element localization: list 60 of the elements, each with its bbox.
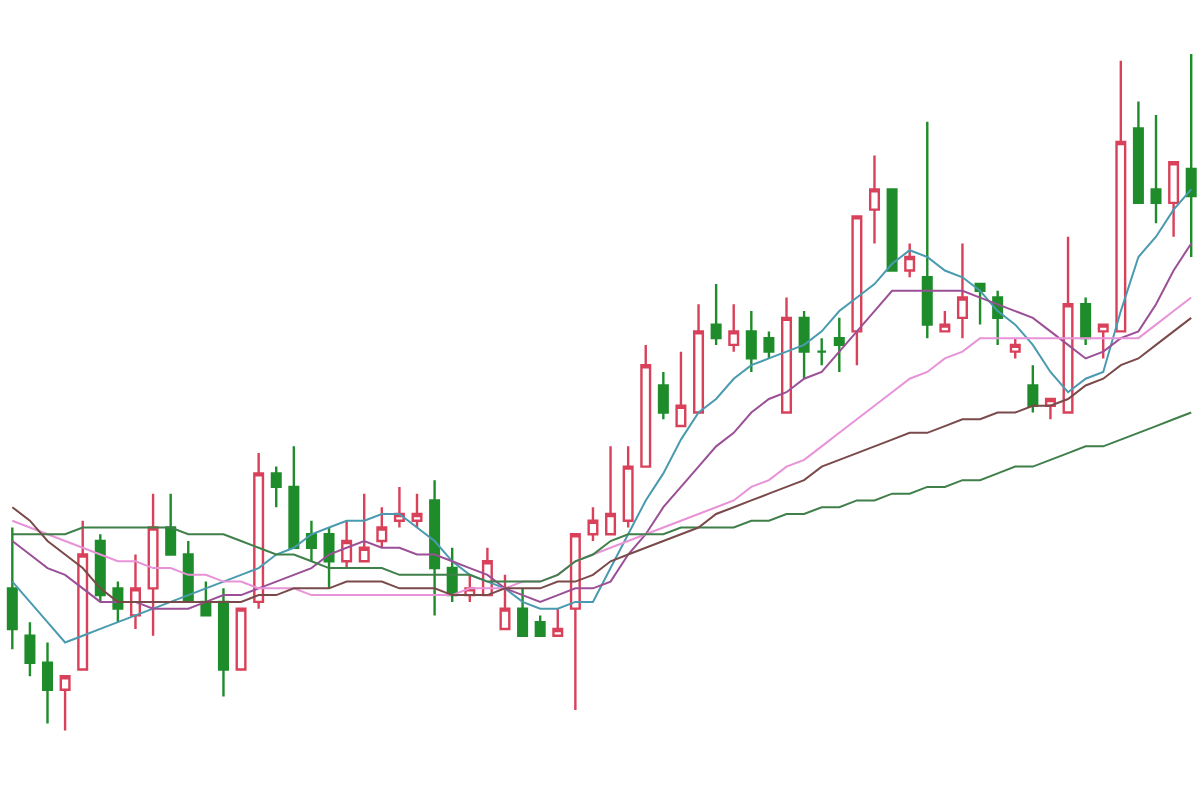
candlestick [534,614,546,637]
candlestick [59,675,71,732]
candlestick [1185,52,1197,259]
candlestick [235,607,247,671]
candlestick [288,445,300,549]
candlestick [411,492,423,529]
candlestick [517,587,529,637]
candlestick [974,282,986,326]
candlestick [1132,100,1144,205]
candlestick [763,330,775,360]
candlestick [147,492,159,637]
candlestick [165,492,177,556]
candlestick [129,553,141,631]
candlestick [956,242,968,340]
candlestick [1080,296,1092,347]
candlestick [675,350,687,428]
candlestick [710,282,722,347]
candlestick [552,607,564,637]
candlestick [1097,323,1109,360]
candlestick [1115,59,1127,333]
candlestick [341,519,353,570]
candlestick [569,533,581,712]
candlestick [605,445,617,536]
candlestick [622,445,634,529]
candlestick [1150,113,1162,225]
candlestick [904,242,916,279]
candlestick [693,303,705,414]
candlestick [728,303,740,353]
candlestick [323,526,335,590]
candlestick [851,215,863,367]
candlestick [816,336,828,367]
candlestick [305,519,317,563]
candlestick [376,506,388,549]
candlestick [833,316,845,374]
candlestick [587,506,599,543]
candlestick [1009,336,1021,360]
candlestick [1027,363,1039,414]
candlestick [6,526,18,651]
candlestick [640,343,652,468]
candlestick [921,120,933,340]
candlestick [745,309,757,374]
candlestick [868,154,880,245]
candlestick [77,519,89,671]
candlestick [657,370,669,421]
candlestick [94,533,106,604]
candlestick [393,485,405,529]
candlestick [939,309,951,333]
candlestick [499,573,511,631]
candlestick [1062,235,1074,414]
candlestick [358,492,370,563]
candlestick [270,465,282,509]
candlestick [217,587,229,698]
candlestick [429,478,441,617]
candlestick [781,296,793,414]
candlestick [1168,161,1180,238]
candlestick [886,188,898,272]
candlestick [253,451,265,610]
candlestick [24,620,36,678]
candlestick [42,641,54,725]
candlestick [798,309,810,380]
